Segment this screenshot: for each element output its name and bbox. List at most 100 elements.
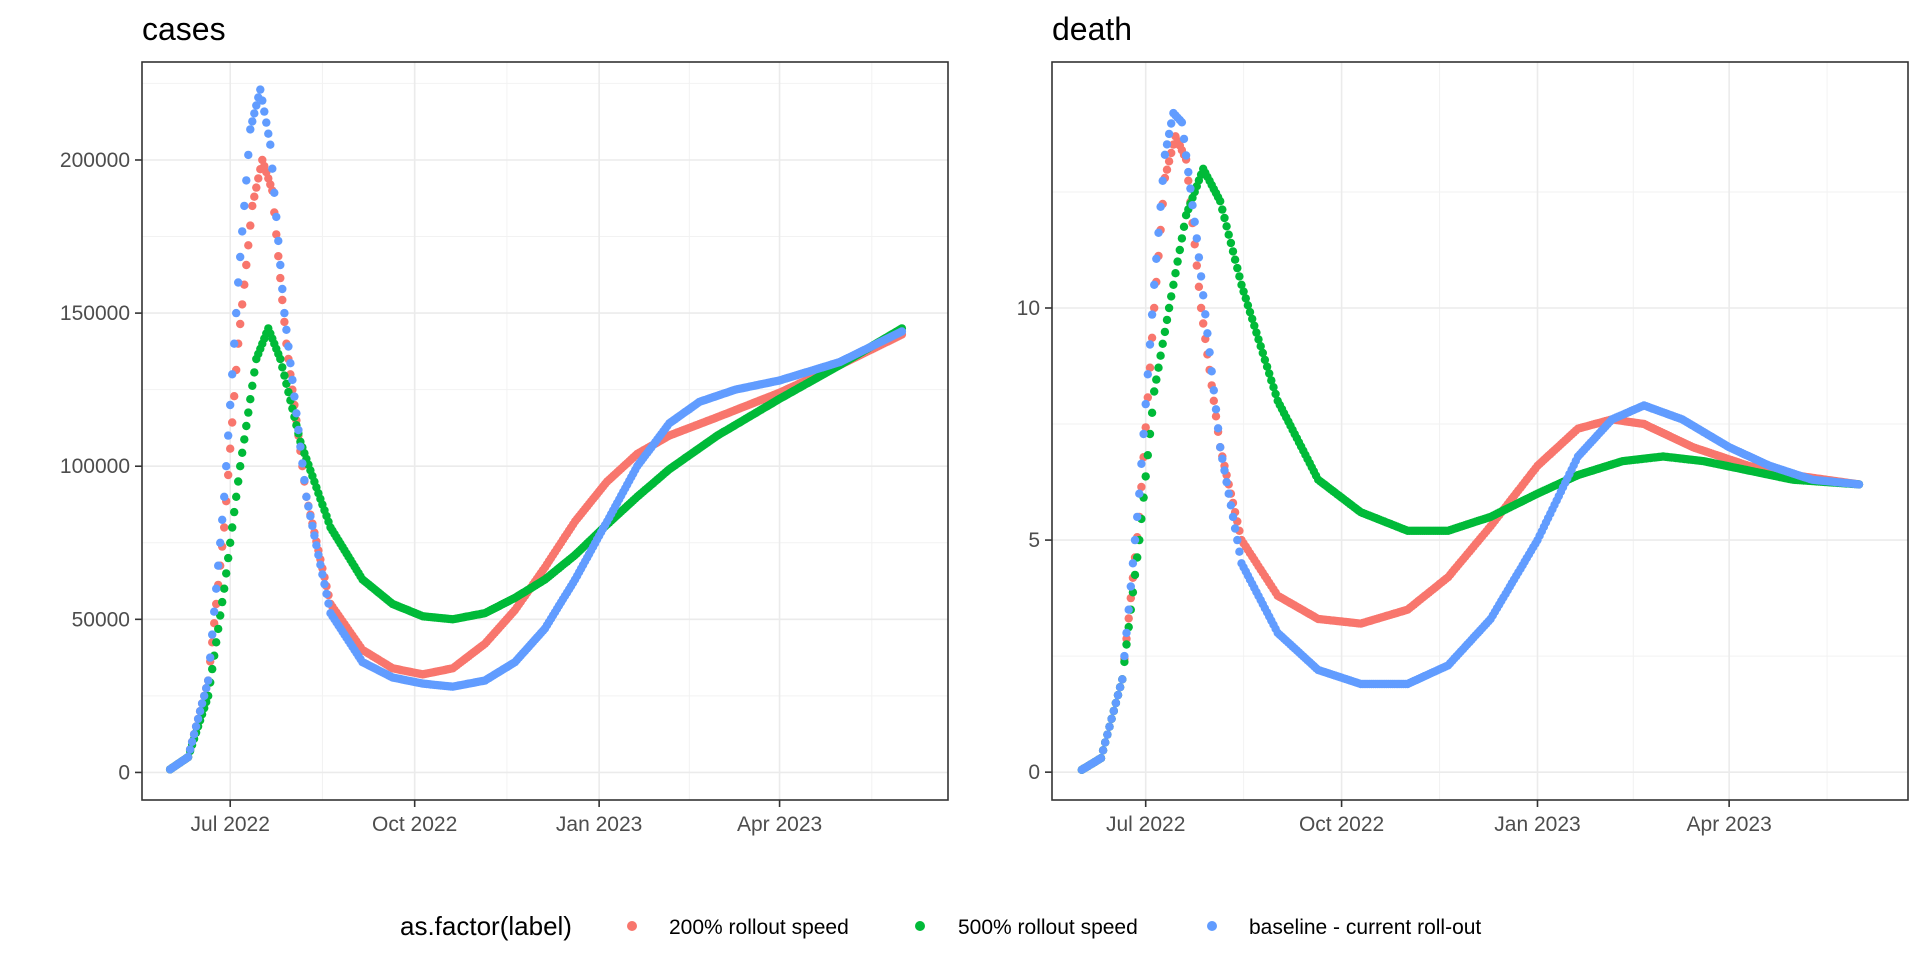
data-point [284,387,293,397]
data-point [210,607,219,616]
data-point [252,101,261,110]
data-point [1152,254,1161,263]
data-point [1167,292,1176,301]
data-point [1160,150,1170,159]
data-point [1211,412,1221,421]
data-point [1158,176,1167,185]
data-point [1230,255,1240,264]
data-point [218,597,227,607]
data-point [1186,184,1195,193]
data-point [1190,217,1199,226]
data-point [1177,118,1187,127]
y-tick-label: 10 [1017,297,1040,320]
data-point [240,435,249,444]
legend-label-500: 500% rollout speed [958,916,1138,939]
data-point [248,201,257,211]
data-point [1141,423,1150,432]
data-point [314,550,323,560]
data-point [1192,234,1202,243]
data-point [218,515,227,524]
data-point [1220,466,1229,475]
data-point [1233,263,1242,273]
data-point [1184,167,1193,177]
data-point [1188,201,1197,210]
data-point [262,118,271,127]
data-point [278,295,287,305]
data-point [230,392,239,401]
data-point [1162,165,1172,174]
data-point [284,342,293,351]
data-point [1218,454,1227,463]
data-point [272,212,281,222]
data-point [1156,202,1165,211]
data-point [252,183,261,192]
data-point [246,395,255,404]
data-point [1109,706,1119,716]
x-tick-label: Jul 2022 [1106,813,1185,836]
data-point [1096,754,1106,763]
data-point [897,327,907,336]
data-point [244,408,253,417]
data-point [248,381,257,390]
data-point [1256,342,1265,351]
data-point [1175,245,1185,255]
data-point [232,308,241,318]
data-point [1118,675,1127,684]
data-point [1248,314,1257,324]
data-point [296,442,305,451]
data-point [1269,383,1278,392]
data-point [1103,730,1112,739]
data-point [1150,280,1159,289]
data-point [212,638,221,647]
data-point [282,325,291,334]
data-point [1199,319,1208,328]
data-point [294,425,303,435]
data-point [278,284,287,294]
data-point [1162,140,1172,149]
panel-title-cases: cases [142,11,226,47]
x-tick-label: Oct 2022 [372,813,457,836]
data-point [1107,714,1116,723]
data-point [206,653,215,662]
data-point [1237,280,1246,289]
data-point [1111,698,1121,708]
data-point [200,691,209,701]
data-point [1222,477,1231,487]
data-point [1199,291,1208,300]
data-point [260,107,269,116]
data-point [1179,222,1189,231]
data-point [226,400,235,410]
data-point [1154,228,1163,237]
data-point [288,375,297,385]
data-point [230,339,239,348]
data-point [1135,489,1144,498]
data-point [1222,222,1231,231]
data-point [310,531,319,540]
data-point [278,363,287,372]
legend: as.factor(label) 200% rollout speed 500%… [400,911,1481,941]
data-point [1139,429,1148,439]
data-point [242,260,251,270]
data-point [214,561,223,570]
data-point [228,370,237,379]
data-point [1192,261,1202,270]
data-point [1147,408,1157,417]
data-point [300,475,309,485]
data-point [1224,230,1233,239]
data-point [236,252,245,262]
y-tick-label: 0 [118,761,130,784]
data-point [1160,327,1170,337]
data-point [242,421,251,431]
data-point [302,492,311,501]
panel-cases: Jul 2022 Oct 2022 Jan 2023 Apr 2023 0 50000 10… [60,61,949,836]
data-point [1179,134,1189,144]
data-point [1147,333,1157,342]
legend-label-200: 200% rollout speed [669,916,849,939]
x-tick-label: Jan 2023 [1494,813,1580,836]
data-point [1120,651,1129,661]
data-point [1196,303,1206,313]
data-point [234,477,243,486]
data-point [1181,151,1191,160]
x-tick-label: Apr 2023 [1687,813,1772,836]
data-point [208,630,217,639]
